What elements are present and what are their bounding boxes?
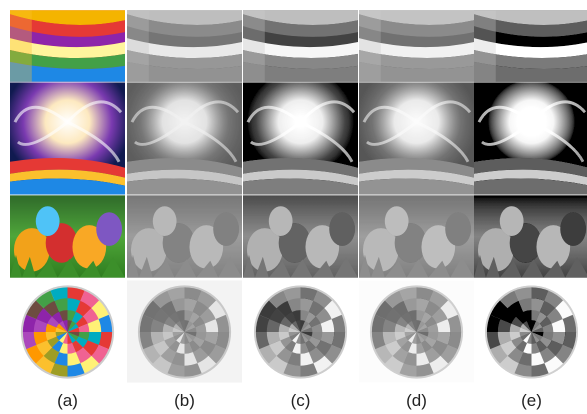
image-panel bbox=[243, 10, 358, 81]
image-panel bbox=[243, 280, 358, 382]
image-panel bbox=[127, 10, 242, 81]
image-panel bbox=[10, 10, 125, 81]
image-panel bbox=[474, 280, 587, 382]
image-panel bbox=[243, 82, 358, 194]
caption: (c) bbox=[291, 391, 311, 410]
image-panel bbox=[10, 82, 125, 194]
caption: (d) bbox=[406, 391, 427, 410]
image-panel bbox=[127, 82, 242, 194]
figure: (a) (b) (c) (d) (e) bbox=[0, 0, 587, 414]
image-panel bbox=[10, 280, 125, 382]
caption: (a) bbox=[57, 391, 78, 410]
image-panel bbox=[474, 82, 587, 194]
image-panel bbox=[474, 195, 587, 277]
image-panel bbox=[359, 280, 474, 382]
image-panel bbox=[474, 10, 587, 81]
image-panel bbox=[359, 82, 474, 194]
image-panel bbox=[359, 195, 474, 277]
image-panel bbox=[127, 195, 242, 277]
image-grid: (a) (b) (c) (d) (e) bbox=[10, 10, 587, 410]
caption: (b) bbox=[174, 391, 195, 410]
image-panel bbox=[243, 195, 358, 277]
image-panel bbox=[127, 280, 242, 382]
image-panel bbox=[359, 10, 474, 81]
caption: (e) bbox=[521, 391, 542, 410]
image-panel bbox=[10, 195, 125, 277]
